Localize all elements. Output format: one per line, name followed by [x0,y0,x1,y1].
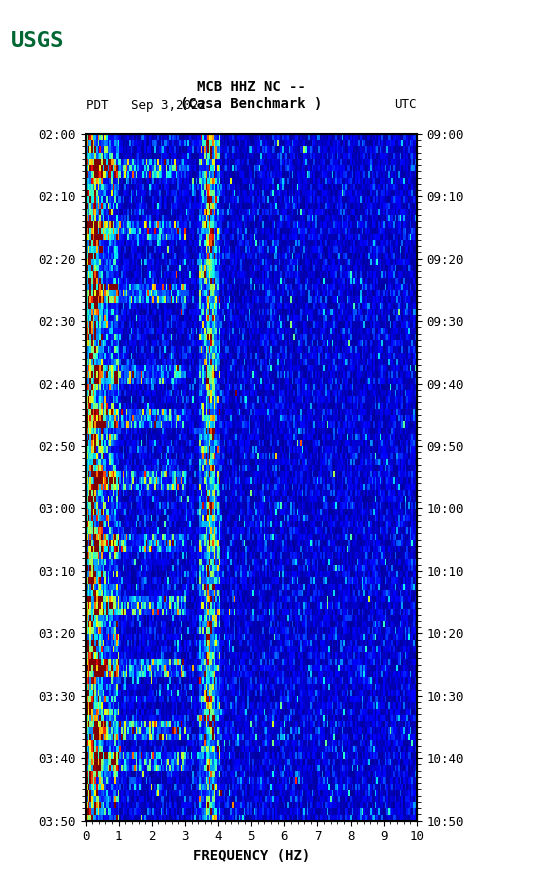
Text: PDT   Sep 3,2022: PDT Sep 3,2022 [86,98,205,112]
X-axis label: FREQUENCY (HZ): FREQUENCY (HZ) [193,849,310,863]
Text: (Casa Benchmark ): (Casa Benchmark ) [180,97,322,112]
Text: USGS: USGS [11,31,65,51]
Text: MCB HHZ NC --: MCB HHZ NC -- [197,79,306,94]
Text: UTC: UTC [394,98,417,112]
